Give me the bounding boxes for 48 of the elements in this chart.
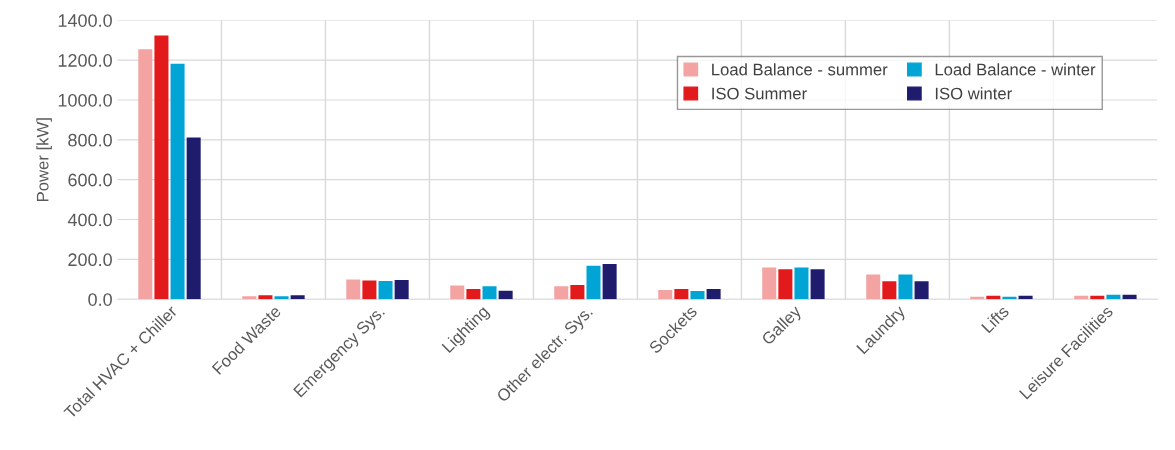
bar — [810, 269, 825, 300]
y-tick-label: 400.0 — [67, 213, 112, 227]
bar — [346, 279, 361, 300]
x-tick-label: Lifts — [980, 304, 1010, 334]
bar — [690, 290, 705, 300]
bar — [258, 295, 273, 300]
bar — [450, 285, 465, 300]
bar — [186, 137, 201, 300]
bar — [762, 267, 777, 300]
bar — [586, 265, 601, 300]
legend-label: ISO Summer — [712, 87, 807, 100]
bar — [394, 280, 409, 300]
bar — [290, 295, 305, 300]
legend-label: Load Balance - summer — [712, 63, 888, 76]
bar — [482, 286, 497, 300]
bar — [794, 267, 809, 300]
y-tick-label: 1000.0 — [58, 93, 112, 107]
bar — [170, 63, 185, 300]
bar — [674, 288, 689, 300]
bar — [154, 35, 169, 300]
y-tick-label: 0.0 — [88, 293, 112, 306]
bar — [274, 296, 289, 300]
legend-label: Load Balance - winter — [935, 63, 1096, 76]
bar — [138, 49, 153, 300]
bar — [570, 284, 585, 300]
bar — [362, 280, 377, 300]
bar — [466, 289, 481, 300]
y-tick-label: 600.0 — [68, 173, 112, 187]
bar — [706, 288, 721, 300]
bar — [554, 286, 569, 300]
y-tick-label: 1400.0 — [58, 14, 112, 27]
bar — [658, 290, 673, 300]
bar — [498, 290, 513, 300]
bar — [914, 281, 929, 300]
y-tick-label: 200.0 — [68, 253, 112, 267]
y-tick-label: 1200.0 — [58, 54, 112, 67]
bar — [1122, 294, 1137, 300]
bar — [778, 269, 793, 300]
bar — [242, 296, 257, 300]
y-tick-label: 800.0 — [68, 133, 112, 147]
bar — [882, 281, 897, 300]
bar — [1106, 294, 1121, 300]
legend-label: ISO winter — [935, 87, 1012, 100]
bar — [866, 274, 881, 300]
y-axis-title: Power [kW] — [36, 118, 52, 201]
bar — [602, 263, 617, 300]
bar — [898, 274, 913, 300]
bar — [378, 281, 393, 300]
